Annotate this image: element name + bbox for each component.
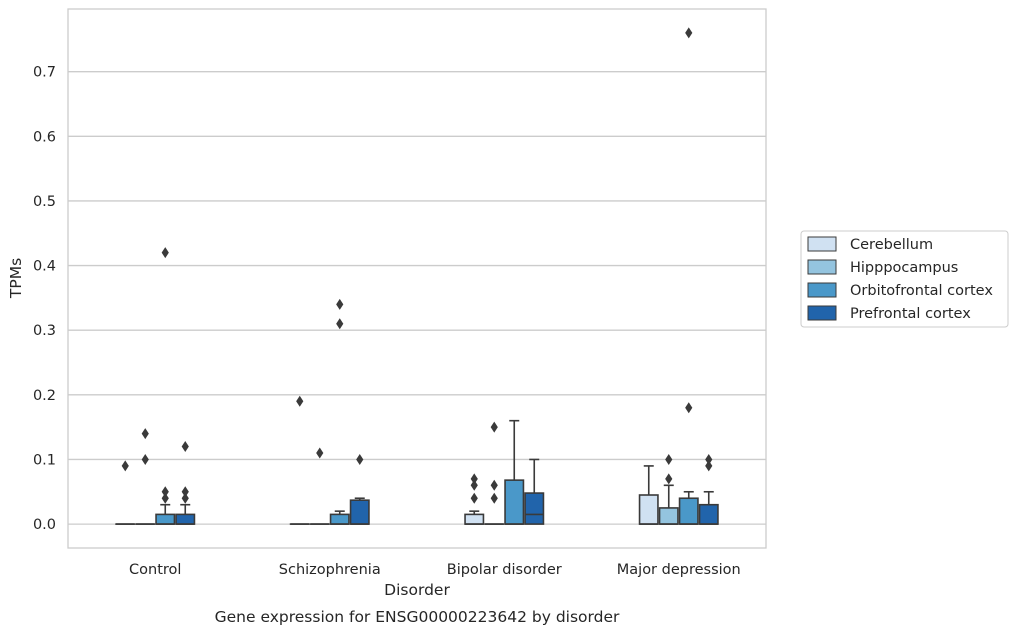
x-tick-label: Major depression: [617, 562, 741, 578]
outlier-point: [470, 473, 478, 485]
x-tick-labels: Control Schizophrenia Bipolar disorder Majo…: [129, 562, 741, 578]
box-groups: [115, 27, 719, 525]
outlier-point: [490, 479, 498, 491]
legend-label: Hipppocampus: [850, 260, 958, 276]
legend-label: Orbitofrontal cortex: [850, 283, 993, 299]
y-tick-label: 0.2: [33, 388, 56, 404]
box-orbitofrontal-cortex: [678, 27, 699, 525]
legend-label: Prefrontal cortex: [850, 306, 971, 322]
outlier-point: [356, 453, 364, 465]
outlier-point: [161, 486, 169, 498]
box-body: [175, 513, 196, 525]
y-tick-label: 0.5: [33, 194, 56, 210]
outlier-point: [470, 479, 478, 491]
legend: Cerebellum Hipppocampus Orbitofrontal cort…: [800, 230, 1009, 328]
outlier-point: [336, 298, 344, 310]
outlier-point: [181, 486, 189, 498]
outlier-point: [685, 27, 693, 39]
outlier-point: [181, 441, 189, 453]
legend-swatch: [807, 282, 837, 298]
outlier-point: [296, 395, 304, 407]
box-hipppocampus: [484, 421, 505, 525]
box-body: [329, 513, 350, 525]
outlier-point: [121, 460, 129, 472]
outlier-point: [336, 318, 344, 330]
box-body: [698, 503, 719, 525]
plot-frame: [67, 8, 767, 549]
outlier-point: [141, 453, 149, 465]
box-cerebellum: [289, 395, 310, 525]
outlier-point: [316, 447, 324, 459]
box-prefrontal-cortex: [175, 441, 196, 525]
y-tick-labels: 0.0 0.1 0.2 0.3 0.4 0.5 0.6 0.7: [33, 65, 56, 533]
box-body: [638, 494, 659, 525]
y-tick-label: 0.6: [33, 129, 56, 145]
x-tick-label: Control: [129, 562, 181, 578]
outlier-point: [705, 460, 713, 472]
box-body: [504, 479, 525, 525]
legend-frame: [800, 230, 1009, 328]
x-tick-label: Schizophrenia: [279, 562, 381, 578]
outlier-point: [141, 428, 149, 440]
box-prefrontal-cortex: [349, 453, 370, 525]
box-hipppocampus: [135, 428, 156, 525]
box-orbitofrontal-cortex: [329, 298, 350, 525]
outlier-point: [161, 247, 169, 259]
box-body: [155, 513, 176, 525]
outlier-point: [161, 492, 169, 504]
outlier-point: [665, 473, 673, 485]
legend-label: Cerebellum: [850, 237, 933, 253]
grid-lines: [68, 71, 766, 525]
box-orbitofrontal-cortex: [504, 419, 525, 525]
outlier-point: [181, 492, 189, 504]
box-prefrontal-cortex: [524, 458, 545, 525]
chart-caption: Gene expression for ENSG00000223642 by d…: [215, 608, 620, 626]
box-prefrontal-cortex: [698, 453, 719, 525]
box-orbitofrontal-cortex: [155, 247, 176, 525]
y-axis-label: TPMs: [7, 258, 25, 299]
legend-swatch: [807, 259, 837, 275]
outlier-point: [705, 453, 713, 465]
legend-swatch: [807, 236, 837, 252]
y-tick-label: 0.3: [33, 323, 56, 339]
box-body: [658, 507, 679, 525]
x-axis-label: Disorder: [384, 581, 450, 599]
y-tick-label: 0.1: [33, 452, 56, 468]
box-body: [464, 513, 485, 525]
box-cerebellum: [638, 465, 659, 525]
y-tick-label: 0.7: [33, 65, 56, 81]
outlier-point: [665, 453, 673, 465]
legend-swatch: [807, 305, 837, 321]
box-hipppocampus: [658, 453, 679, 525]
outlier-point: [685, 402, 693, 414]
outlier-point: [490, 492, 498, 504]
box-body: [349, 499, 370, 525]
box-cerebellum: [115, 460, 136, 525]
x-tick-label: Bipolar disorder: [447, 562, 562, 578]
y-tick-label: 0.4: [33, 259, 56, 275]
box-body: [678, 497, 699, 525]
outlier-point: [490, 421, 498, 433]
y-tick-label: 0.0: [33, 517, 56, 533]
box-body: [524, 492, 545, 525]
box-hipppocampus: [309, 447, 330, 525]
outlier-point: [470, 492, 478, 504]
box-cerebellum: [464, 473, 485, 525]
